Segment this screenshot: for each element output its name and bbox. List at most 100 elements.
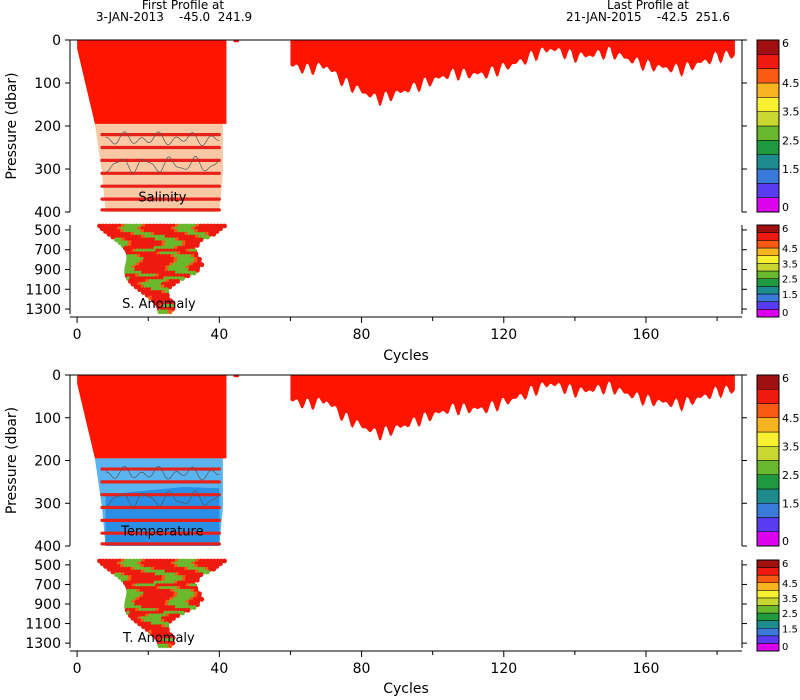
colorbar: 0 1.5 2.5 3.5 4.5 6 (756, 224, 798, 319)
anomaly-dot (148, 295, 153, 301)
anomaly-dot (160, 643, 166, 649)
anomaly-dot (133, 618, 139, 624)
y-tick-label: 900 (34, 263, 61, 279)
anomaly-dot (204, 569, 210, 575)
anomaly-dot (218, 561, 223, 567)
surface-fill-segment (77, 375, 227, 459)
anomaly-dot (137, 287, 143, 293)
anomaly-dot (191, 270, 197, 276)
colorbar-swatch (756, 168, 780, 184)
colorbar-swatch (756, 154, 780, 170)
anomaly-dot (164, 309, 170, 315)
colorbar-swatch (756, 309, 780, 318)
surface-fill-segment (290, 40, 735, 106)
anomaly-dot (195, 602, 200, 608)
colorbar-tick-label: 3.5 (782, 106, 800, 119)
y-tick-label: 0 (52, 368, 61, 384)
anomaly-dot (185, 607, 191, 613)
y-tick-label: 400 (34, 205, 61, 221)
anomaly-dot (167, 309, 173, 315)
anomaly-dot (171, 616, 176, 621)
anomaly-dot (144, 627, 150, 632)
anomaly-dot (211, 231, 217, 237)
colorbar-tick-label: 1.5 (782, 624, 798, 635)
colorbar-swatch (756, 403, 780, 418)
x-tick-label: 0 (73, 661, 82, 677)
isoline (105, 490, 220, 508)
y-tick-label: 900 (34, 597, 61, 613)
colorbar-tick-label: 4.5 (782, 579, 798, 590)
colorbar-swatch (756, 559, 780, 568)
colorbar: 0 1.5 2.5 3.5 4.5 6 (756, 37, 800, 214)
anomaly-dot (106, 231, 112, 237)
anomaly-dot (103, 229, 108, 234)
colorbar-swatch (756, 567, 780, 576)
colorbar-swatch (756, 270, 780, 279)
colorbar-swatch (756, 503, 780, 518)
anomaly-dot (167, 618, 173, 624)
anomaly-dots (97, 223, 227, 315)
panel-label: Temperature (120, 524, 203, 539)
anomaly-dot (137, 621, 143, 627)
colorbar-swatch (756, 574, 780, 584)
y-tick-label: 700 (34, 577, 61, 593)
colorbar-swatch (756, 517, 780, 532)
y-tick-label: 1100 (25, 282, 61, 298)
y-tick-label: 700 (34, 243, 61, 259)
anomaly-dot (103, 564, 108, 569)
colorbar-swatch (756, 240, 780, 249)
colorbar-tick-label: 1.5 (782, 163, 800, 176)
anomaly-dot (175, 613, 181, 619)
anomaly-dot (167, 284, 173, 290)
anomaly-dot (140, 624, 146, 630)
colorbar-tick-label: 6 (782, 372, 789, 385)
surface-fill-segment (290, 375, 735, 441)
colorbar-tick-label: 3.5 (782, 259, 798, 270)
y-tick-label: 1300 (25, 636, 61, 652)
y-tick-label: 300 (34, 162, 61, 178)
colorbar-swatch (756, 389, 780, 404)
colorbar-swatch (756, 54, 780, 69)
colorbar-tick-label: 4.5 (782, 412, 800, 425)
anomaly-dot (171, 281, 176, 287)
colorbar-swatch (756, 612, 780, 621)
anomaly-dot (157, 309, 163, 315)
deep-layer-fill (94, 123, 223, 212)
colorbar-tick-label: 6 (782, 37, 789, 50)
anomaly-dot (201, 234, 207, 240)
anomaly-dot (133, 284, 139, 290)
anomaly-dot (204, 234, 210, 240)
colorbar-swatch (756, 68, 780, 84)
anomaly-dot (222, 223, 227, 229)
colorbar-swatch (756, 97, 780, 112)
x-tick-label: 40 (210, 661, 228, 677)
y-axis-label: Pressure (dbar) (4, 72, 20, 179)
anomaly-dot (198, 237, 204, 243)
x-tick-label: 40 (210, 327, 228, 343)
colorbar: 0 1.5 2.5 3.5 4.5 6 (756, 559, 798, 653)
colorbar-swatch (756, 286, 780, 295)
colorbar-swatch (756, 446, 780, 461)
isoline (105, 156, 220, 174)
y-tick-label: 100 (34, 76, 61, 92)
colorbar-tick-label: 4.5 (782, 244, 798, 255)
colorbar-tick-label: 1.5 (782, 497, 800, 510)
colorbar-tick-label: 2.5 (782, 275, 798, 286)
anomaly-dot (114, 237, 119, 243)
surface-fill-segment (233, 375, 239, 378)
colorbar-swatch (756, 263, 780, 272)
anomaly-dot (195, 267, 200, 273)
colorbar-swatch (756, 620, 780, 629)
isoline (105, 465, 220, 481)
colorbar-swatch (756, 82, 780, 98)
anomaly-dot (157, 643, 163, 649)
colorbar-swatch (756, 255, 780, 264)
x-tick-label: 0 (73, 327, 82, 343)
y-tick-label: 300 (34, 496, 61, 512)
colorbar-swatch (756, 582, 780, 591)
colorbar-swatch (756, 111, 780, 127)
anomaly-dot (106, 566, 112, 572)
x-tick-label: 120 (490, 661, 517, 677)
anomaly-dot (140, 290, 146, 295)
